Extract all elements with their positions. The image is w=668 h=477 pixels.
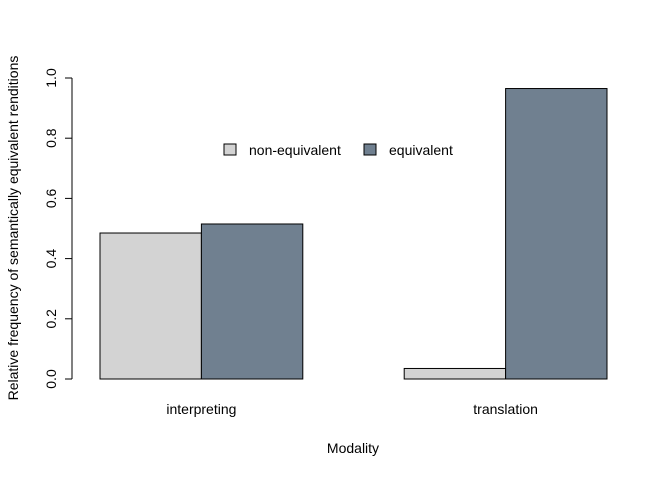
x-axis-label: Modality	[327, 440, 379, 456]
y-axis-label: Relative frequency of semantically equiv…	[5, 56, 21, 401]
bar-non-equivalent-interpreting	[99, 232, 202, 380]
x-axis: interpreting translation	[166, 401, 538, 417]
y-tick-label: 0.8	[43, 128, 59, 148]
bar-equivalent-translation	[505, 88, 608, 380]
y-axis: 0.0 0.2 0.4 0.6 0.8 1.0	[43, 68, 73, 389]
y-tick-label: 0.2	[43, 309, 59, 329]
legend-swatch-equivalent	[363, 143, 377, 156]
bar-equivalent-interpreting	[200, 223, 304, 380]
bar-non-equivalent-translation	[403, 367, 507, 380]
y-tick-label: 0.4	[43, 249, 59, 269]
legend-label-equivalent: equivalent	[389, 142, 453, 158]
y-tick-label: 0.6	[43, 188, 59, 208]
legend-swatch-non-equivalent	[223, 143, 237, 156]
legend-label-non-equivalent: non-equivalent	[249, 142, 341, 158]
x-tick-label-interpreting: interpreting	[166, 401, 236, 417]
y-tick-label: 1.0	[43, 68, 59, 88]
legend: non-equivalent equivalent	[223, 142, 453, 158]
x-tick-label-translation: translation	[473, 401, 538, 417]
y-tick-label: 0.0	[43, 369, 59, 389]
bars-group	[99, 88, 608, 380]
